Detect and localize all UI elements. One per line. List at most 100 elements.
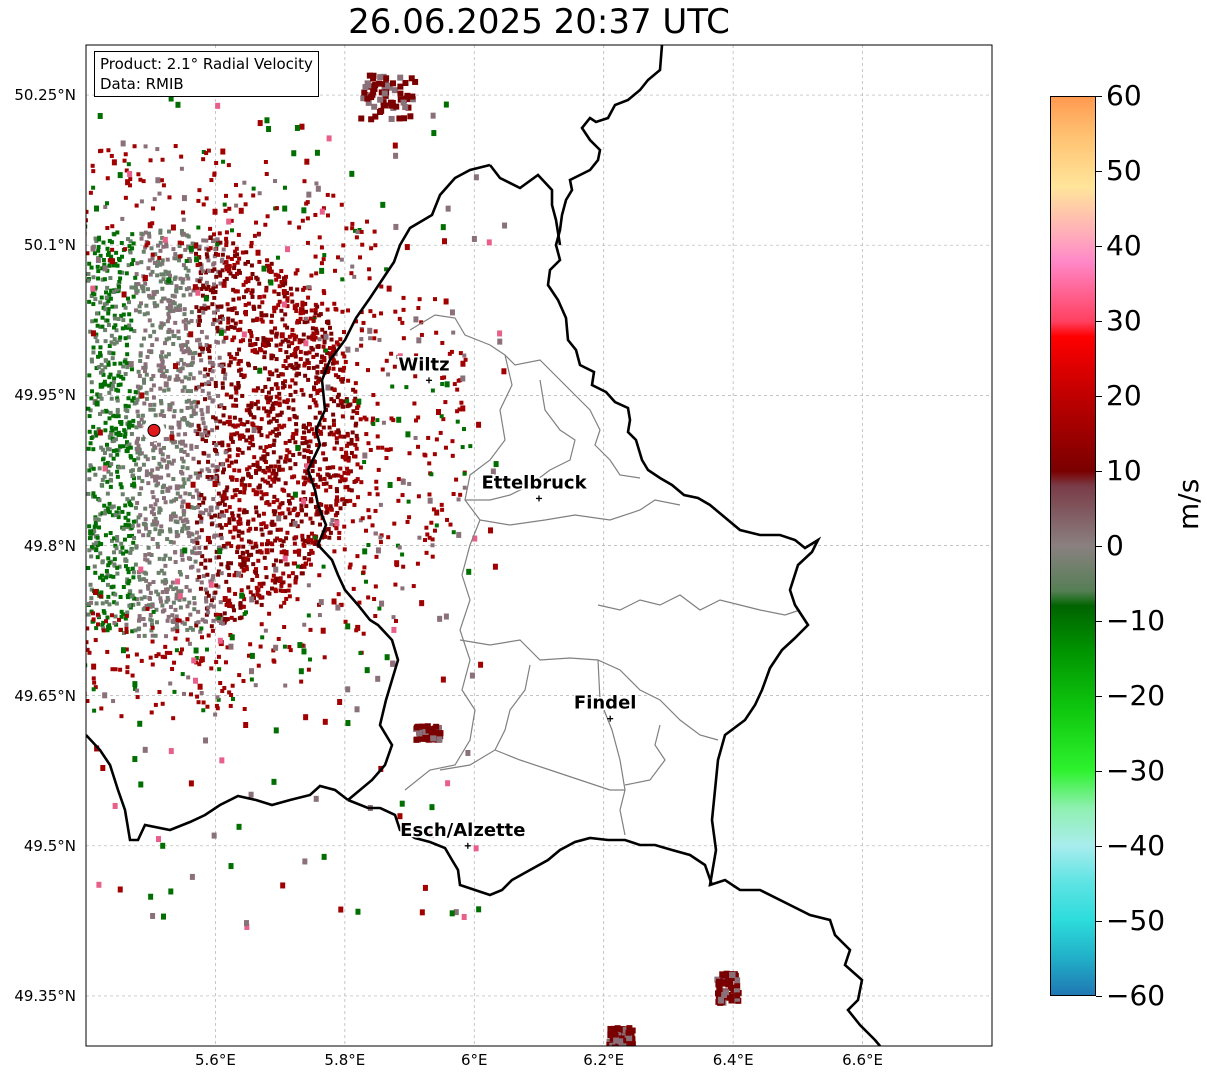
echo-pixel	[429, 520, 434, 525]
echo-pixel	[91, 617, 96, 622]
echo-pixel	[105, 491, 110, 496]
echo-pixel	[103, 428, 108, 433]
echo-pixel	[231, 517, 236, 522]
echo-pixel	[283, 549, 289, 556]
echo-pixel	[192, 539, 197, 544]
echo-pixel	[290, 378, 295, 383]
echo-pixel	[114, 426, 119, 431]
echo-pixel	[180, 379, 185, 384]
echo-pixel	[320, 301, 325, 306]
echo-pixel	[168, 273, 173, 278]
echo-pixel	[204, 252, 209, 257]
echo-pixel	[294, 535, 299, 540]
echo-pixel	[234, 311, 239, 316]
echo-pixel	[185, 519, 190, 524]
echo-pixel	[259, 433, 264, 438]
echo-pixel	[334, 520, 340, 527]
echo-pixel	[197, 308, 202, 313]
echo-pixel	[120, 492, 125, 497]
echo-pixel	[393, 309, 398, 314]
echo-pixel	[402, 104, 409, 111]
echo-pixel	[309, 538, 314, 543]
echo-pixel	[299, 503, 304, 508]
echo-pixel	[242, 373, 247, 378]
echo-pixel	[272, 479, 277, 484]
colorbar-tick-label: 20	[1106, 379, 1142, 412]
echo-pixel	[229, 634, 235, 641]
echo-pixel	[100, 324, 105, 329]
echo-pixel	[196, 322, 201, 327]
echo-pixel	[152, 260, 157, 265]
echo-pixel	[265, 214, 270, 219]
echo-pixel	[93, 523, 98, 528]
echo-pixel	[211, 415, 216, 420]
echo-pixel	[201, 238, 206, 243]
echo-pixel	[235, 289, 240, 294]
echo-pixel	[284, 365, 289, 370]
echo-pixel	[457, 407, 462, 412]
echo-pixel	[151, 495, 156, 500]
echo-pixel	[190, 355, 195, 360]
echo-pixel	[124, 524, 129, 529]
echo-pixel	[141, 607, 146, 612]
echo-pixel	[329, 386, 334, 391]
echo-pixel	[114, 340, 119, 345]
echo-pixel	[176, 589, 181, 594]
echo-pixel	[306, 335, 311, 340]
echo-pixel	[625, 1029, 632, 1036]
echo-pixel	[434, 330, 439, 335]
echo-pixel	[150, 490, 155, 495]
echo-pixel	[196, 423, 201, 428]
echo-pixel	[125, 610, 130, 615]
echo-pixel	[206, 605, 211, 610]
echo-pixel	[375, 675, 381, 682]
echo-pixel	[186, 276, 191, 281]
lon-tick-label: 6.6°E	[842, 1051, 883, 1069]
echo-pixel	[717, 996, 724, 1003]
echo-pixel	[257, 191, 262, 196]
echo-pixel	[115, 407, 120, 412]
echo-pixel	[174, 497, 179, 502]
echo-pixel	[472, 535, 478, 542]
echo-pixel	[264, 575, 269, 580]
echo-pixel	[188, 531, 193, 536]
echo-pixel	[108, 296, 113, 301]
echo-pixel	[424, 550, 429, 555]
echo-pixel	[258, 549, 263, 554]
echo-pixel	[295, 268, 300, 273]
echo-pixel	[329, 522, 334, 527]
echo-pixel	[150, 625, 155, 630]
echo-pixel	[88, 463, 93, 468]
echo-pixel	[115, 452, 120, 457]
echo-pixel	[174, 284, 179, 289]
echo-pixel	[112, 316, 117, 321]
echo-pixel	[222, 421, 227, 426]
echo-pixel	[203, 295, 209, 302]
colorbar-tick	[1096, 621, 1102, 622]
echo-pixel	[210, 322, 215, 327]
echo-pixel	[280, 339, 285, 344]
echo-pixel	[125, 179, 131, 186]
echo-pixel	[287, 594, 292, 599]
echo-pixel	[181, 477, 186, 482]
echo-pixel	[257, 281, 262, 286]
echo-pixel	[460, 405, 466, 412]
echo-pixel	[225, 541, 230, 546]
echo-pixel	[270, 477, 275, 482]
echo-pixel	[160, 157, 165, 162]
echo-pixel	[391, 626, 397, 633]
echo-pixel	[606, 1038, 613, 1045]
echo-pixel	[396, 416, 402, 423]
echo-pixel	[269, 329, 274, 334]
echo-pixel	[143, 365, 148, 370]
echo-pixel	[191, 494, 196, 499]
echo-pixel	[230, 604, 235, 609]
echo-pixel	[315, 443, 320, 448]
echo-pixel	[244, 408, 249, 413]
echo-pixel	[166, 329, 171, 334]
echo-pixel	[159, 373, 164, 378]
echo-pixel	[201, 202, 206, 207]
echo-pixel	[159, 401, 164, 406]
echo-pixel	[173, 144, 178, 149]
echo-pixel	[312, 315, 317, 320]
